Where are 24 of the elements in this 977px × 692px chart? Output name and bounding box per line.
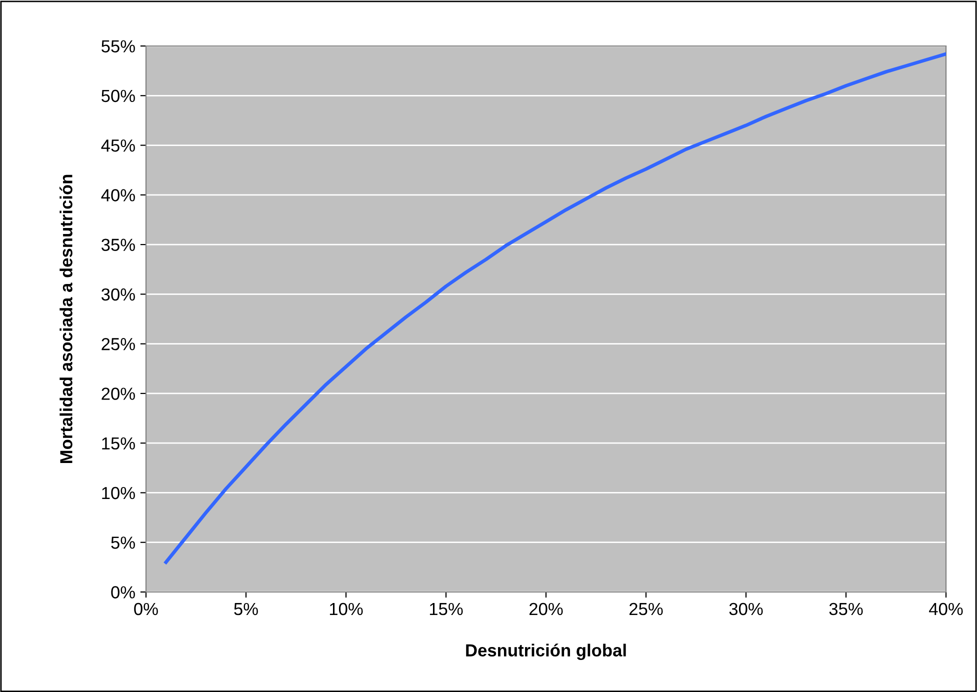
y-tick-label: 30% [102, 288, 135, 301]
y-tick-label: 5% [111, 536, 135, 549]
x-tick-label: 25% [630, 602, 663, 616]
y-tick-label: 25% [102, 338, 135, 350]
y-tick-label: 55% [102, 40, 135, 52]
y-tick-label: 20% [102, 388, 135, 400]
x-tick-label: 30% [729, 602, 763, 616]
x-tick-label: 35% [829, 602, 863, 616]
y-tick-label: 10% [102, 486, 135, 500]
x-tick-label: 40% [929, 602, 963, 616]
y-axis-title: Mortalidad asociada a desnutrición [60, 174, 72, 464]
x-tick-label: 10% [330, 602, 363, 616]
y-tick-label: 50% [102, 90, 135, 102]
y-tick-label: 35% [102, 238, 135, 252]
x-tick-label: 5% [234, 602, 258, 616]
y-tick-label: 0% [111, 586, 135, 598]
y-tick-label: 15% [102, 437, 135, 450]
x-tick-label: 20% [530, 602, 563, 616]
line-series [164, 52, 946, 564]
x-tick-label: 0% [134, 602, 158, 616]
y-tick-label: 45% [101, 140, 135, 152]
x-axis-title: Desnutrición global [466, 644, 626, 660]
y-tick-label: 40% [101, 189, 135, 202]
x-tick-label: 15% [430, 602, 463, 616]
